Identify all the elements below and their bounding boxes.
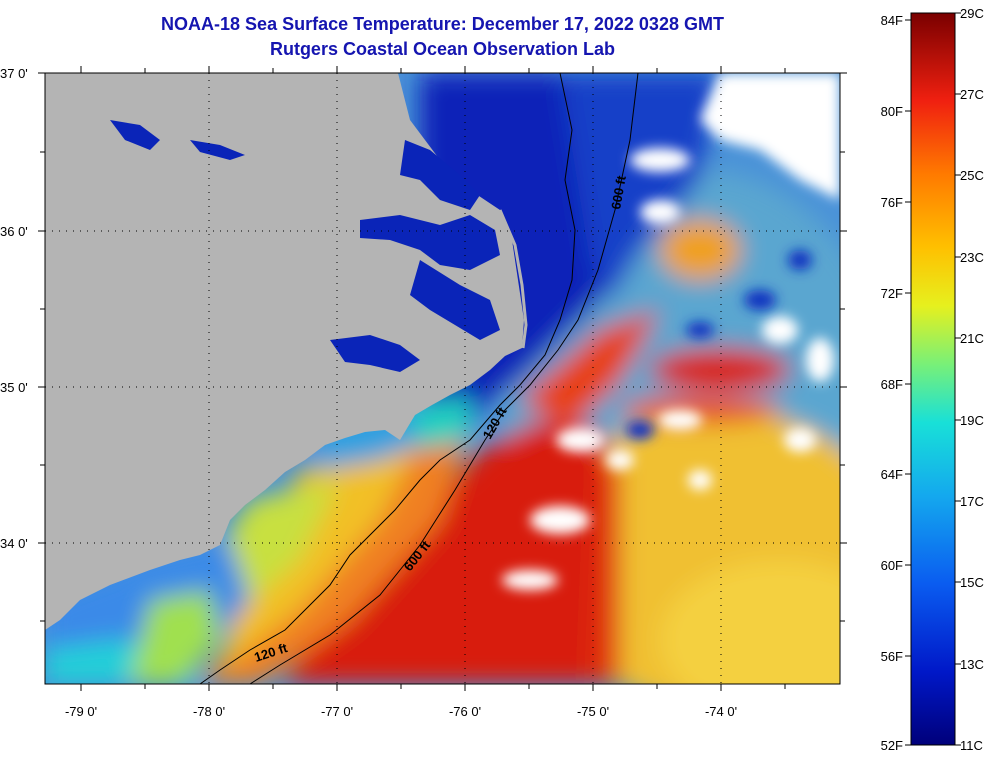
map-subtitle: Rutgers Coastal Ocean Observation Lab [269,39,616,59]
colorbar-f-label-72: 72F [881,286,903,301]
map-title: NOAA-18 Sea Surface Temperature: Decembe… [161,14,724,34]
colorbar-f-label-60: 60F [881,558,903,573]
lon-label-78: -78 0' [193,704,225,719]
lat-label-36: 36 0' [0,224,28,239]
colorbar-c-label-11: 11C [960,738,983,753]
lon-label-75: -75 0' [577,704,609,719]
lon-label-76: -76 0' [449,704,481,719]
colorbar-c-label-27: 27C [960,87,984,102]
colorbar-c-label-29: 29C [960,6,984,21]
colorbar-c-label-15: 15C [960,575,984,590]
lat-label-34: 34 0' [0,536,28,551]
colorbar-c-label-21: 21C [960,331,984,346]
isobath-label-600ft-north: 600 ft [608,174,629,211]
colorbar-f-label-80: 80F [881,104,903,119]
lon-label-77: -77 0' [321,704,353,719]
colorbar-c-label-19: 19C [960,413,984,428]
colorbar-gradient [910,12,956,746]
lon-label-79: -79 0' [65,704,97,719]
colorbar-c-label-23: 23C [960,250,984,265]
colorbar-c-label-13: 13C [960,657,984,672]
colorbar: 84F 80F 76F 72F 68F 64F 60F 56F 52F 29C … [881,6,984,753]
cloud-patches [502,73,840,590]
map-frame [44,72,841,685]
colorbar-c-label-25: 25C [960,168,984,183]
colorbar-f-label-52: 52F [881,738,903,753]
colorbar-f-label-84: 84F [881,13,903,28]
sst-field: 600 ft 600 ft 120 ft 120 ft [45,73,840,684]
land [45,73,524,630]
colorbar-c-label-17: 17C [960,494,984,509]
lat-label-35: 35 0' [0,380,28,395]
colorbar-f-label-68: 68F [881,377,903,392]
isobath-lines [199,73,639,684]
colorbar-f-label-56: 56F [881,649,903,664]
colorbar-f-label-76: 76F [881,195,903,210]
colorbar-f-label-64: 64F [881,467,903,482]
lon-label-74: -74 0' [705,704,737,719]
isobath-120ft [199,73,576,684]
isobath-600ft [249,73,639,684]
tick-marks [38,66,847,691]
lat-label-37: 37 0' [0,66,28,81]
